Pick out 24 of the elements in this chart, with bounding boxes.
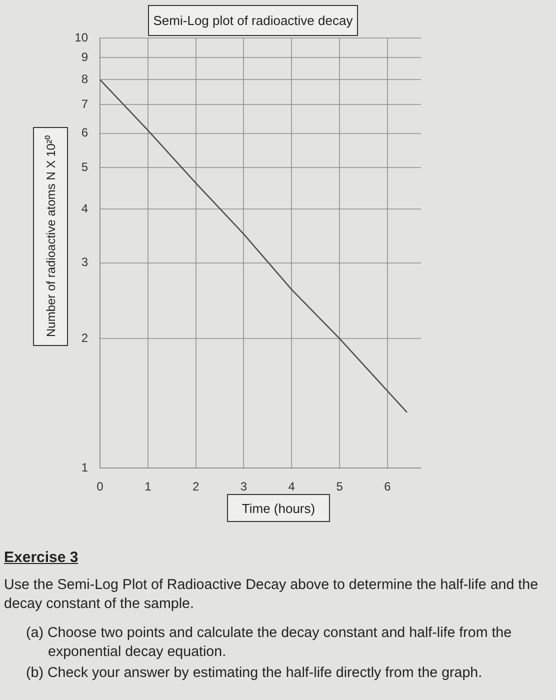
x-tick-label: 2: [192, 480, 200, 494]
y-tick-label: 5: [81, 160, 88, 174]
x-axis-title: Time (hours): [242, 500, 316, 516]
y-tick-label: 7: [81, 96, 88, 111]
x-tick-label: 1: [144, 480, 152, 494]
x-tick-label: 3: [240, 480, 248, 494]
x-tick-label: 4: [288, 480, 296, 494]
y-tick-label: 3: [81, 255, 88, 270]
x-tick-label: 6: [384, 480, 392, 494]
text: (a) Choose two points and calculate the decay constant and half-life from the exponential decay equation.: [25, 624, 513, 662]
y-tick-label: 2: [81, 330, 88, 345]
x-tick-label: 5: [336, 480, 344, 494]
y-tick-label: 6: [81, 126, 88, 140]
chart-title: Semi-Log plot of radioactive decay: [153, 13, 353, 28]
x-tick-label: 0: [96, 480, 104, 494]
y-tick-label: 9: [81, 50, 88, 64]
y-tick-label: 8: [81, 72, 88, 86]
y-axis-title: Number of radioactive atoms N X 10²⁰: [43, 136, 59, 338]
text: Use the Semi-Log Plot of Radioactive Decay above to determine the half-life and the decay constant of the sample.: [4, 576, 540, 614]
text: (b) Check your answer by estimating the half-life directly from the graph.: [25, 664, 484, 683]
y-tick-label: 1: [81, 460, 88, 474]
y-tick-label: 4: [81, 201, 88, 216]
text: Exercise 3: [4, 548, 80, 567]
y-tick-label: 10: [74, 30, 88, 44]
